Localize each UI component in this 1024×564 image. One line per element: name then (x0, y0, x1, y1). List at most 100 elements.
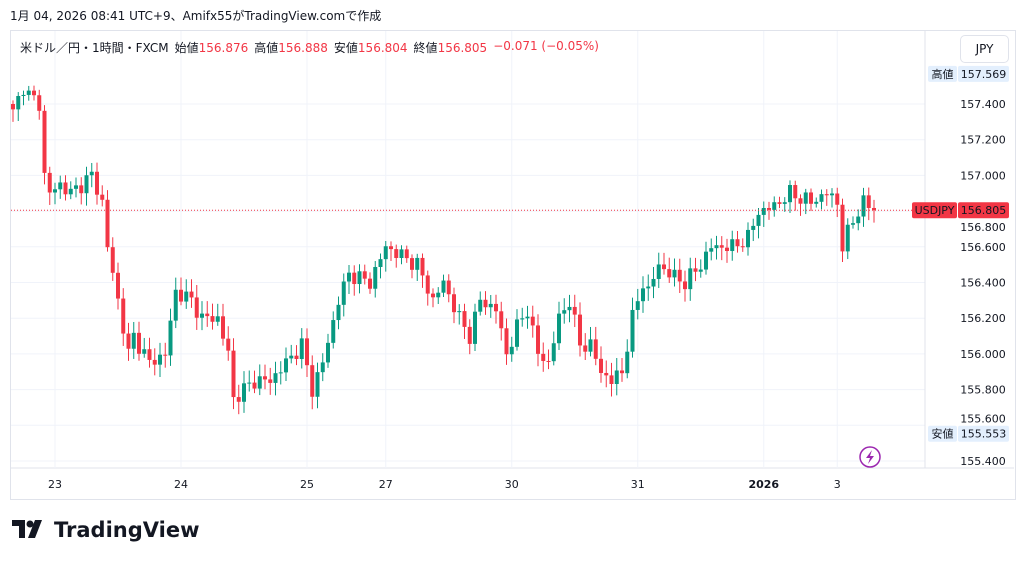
candle-body (205, 313, 210, 317)
candle-body (520, 318, 525, 320)
candle-body (299, 338, 304, 359)
candle-body (420, 257, 425, 276)
candle-body (509, 346, 514, 355)
y-tick-label: 157.000 (960, 169, 1006, 182)
lightning-icon[interactable] (859, 446, 881, 468)
candle-body (305, 338, 309, 366)
candle-body (215, 316, 220, 322)
candle-body (21, 94, 26, 97)
y-tick-label: 156.200 (960, 312, 1006, 325)
candle-body (53, 189, 57, 193)
candle-body (578, 314, 582, 346)
candle-body (798, 198, 803, 204)
last-price-label: 156.805 (961, 204, 1007, 217)
candle-body (614, 370, 619, 384)
candle-body (289, 355, 294, 359)
candle-body (462, 311, 467, 327)
x-tick-label: 23 (48, 478, 62, 491)
y-tick-label: 155.600 (960, 413, 1006, 426)
candle-body (830, 193, 834, 196)
symbol-info[interactable]: 米ドル／円・1時間・FXCM (20, 41, 169, 55)
candle-body (630, 309, 635, 352)
tradingview-logo[interactable]: TradingView (12, 518, 199, 542)
candle-body (693, 268, 698, 272)
y-tick-label: 157.200 (960, 134, 1006, 147)
candle-body (572, 306, 577, 315)
candle-body (504, 328, 509, 355)
currency-button[interactable]: JPY (960, 35, 1009, 63)
candle-body (226, 338, 231, 351)
candle-body (163, 354, 168, 356)
y-tick-label: 157.400 (960, 98, 1006, 111)
candle-body (772, 202, 777, 210)
y-tick-label: 156.400 (960, 277, 1006, 290)
x-tick-label: 25 (300, 478, 314, 491)
candle-body (525, 316, 530, 319)
candle-body (378, 259, 383, 267)
candle-body (782, 202, 787, 204)
candle-body (704, 251, 708, 270)
candle-body (184, 291, 189, 302)
candle-body (562, 310, 567, 314)
candle-body (856, 216, 861, 224)
candle-body (646, 286, 651, 289)
candle-body (551, 343, 556, 362)
logo-text: TradingView (54, 518, 200, 542)
candle-body (189, 291, 194, 298)
candle-body (284, 358, 288, 373)
candle-body (677, 269, 682, 282)
candle-body (278, 372, 283, 374)
x-tick-label: 24 (174, 478, 188, 491)
candle-body (714, 245, 719, 249)
candle-body (845, 224, 850, 252)
candle-body (767, 207, 771, 210)
low-tag: 安値 (932, 427, 954, 441)
candle-body (483, 299, 488, 308)
candle-body (268, 379, 273, 383)
chart-frame (10, 30, 1016, 500)
x-tick-label: 3 (834, 478, 841, 491)
candle-body (620, 370, 624, 374)
candle-body (530, 316, 535, 326)
candle-body (452, 294, 456, 313)
candle-body (326, 342, 330, 363)
candle-body (793, 185, 798, 199)
candle-body (252, 382, 257, 389)
candle-body (221, 316, 225, 339)
candle-body (488, 303, 493, 308)
candle-body (872, 207, 876, 211)
candle-body (242, 383, 246, 402)
candle-body (105, 199, 110, 248)
candle-body (599, 358, 603, 373)
candle-body (341, 281, 346, 305)
low-tag-bg (928, 425, 957, 442)
y-tick-label: 155.800 (960, 384, 1006, 397)
candle-body (588, 339, 593, 352)
candle-body (410, 258, 414, 270)
candle-body (257, 376, 262, 389)
candle-body (866, 195, 871, 208)
low-label: 安値 (333, 41, 358, 55)
candle-body (32, 90, 36, 96)
candle-body (651, 278, 656, 287)
low-price-label-bg (958, 425, 1009, 442)
candle-body (557, 313, 561, 344)
candle-body (641, 288, 645, 302)
change-value: −0.071 (−0.05%) (493, 39, 599, 53)
candle-body (436, 292, 441, 298)
x-tick-label: 30 (505, 478, 519, 491)
candle-body (431, 293, 435, 298)
close-label: 終値 (413, 41, 438, 55)
candle-body (446, 280, 451, 295)
candle-body (336, 304, 341, 321)
candle-body (236, 397, 241, 402)
close-value: 156.805 (437, 41, 488, 55)
candle-body (273, 373, 278, 383)
candle-body (84, 175, 89, 194)
candle-body (777, 202, 782, 204)
last-price-label-bg (958, 202, 1009, 219)
y-tick-label: 156.600 (960, 241, 1006, 254)
candle-body (168, 320, 173, 356)
candle-body (263, 376, 267, 380)
